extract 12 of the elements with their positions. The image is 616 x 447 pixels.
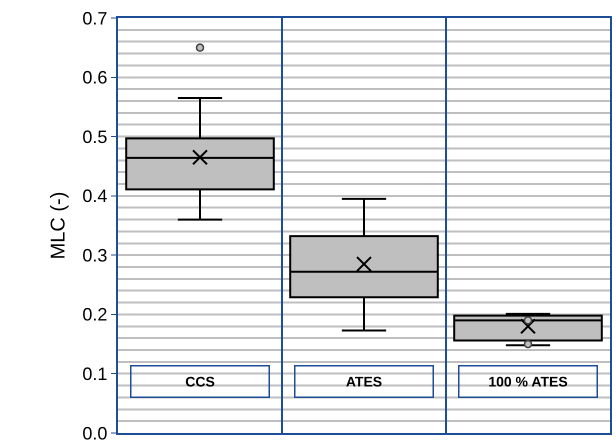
x-tick-label: 100 % ATES <box>488 374 568 390</box>
x-tick-label: CCS <box>185 374 215 390</box>
y-axis-title: MLC (-) <box>47 192 70 260</box>
y-tick-label: 0.5 <box>82 126 108 147</box>
x-tick-label: ATES <box>346 374 382 390</box>
y-tick-label: 0.1 <box>82 364 108 384</box>
y-tick-label: 0.0 <box>82 423 108 444</box>
y-tick-label: 0.6 <box>82 68 108 88</box>
y-tick-label: 0.4 <box>82 186 108 206</box>
y-tick-label: 0.7 <box>82 8 108 28</box>
y-tick-label: 0.2 <box>82 304 108 325</box>
y-tick-label: 0.3 <box>82 245 108 266</box>
